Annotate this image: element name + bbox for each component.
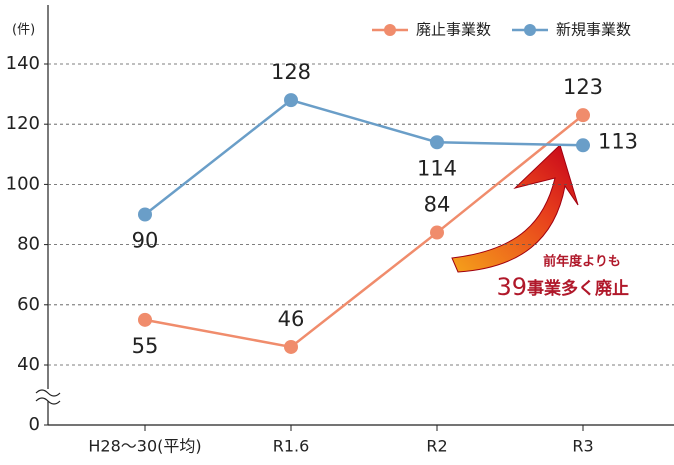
legend-marker: [524, 24, 536, 36]
y-tick-label: 60: [17, 294, 40, 315]
data-label: 113: [598, 129, 638, 153]
y-tick-label: 100: [6, 173, 40, 194]
data-point: [430, 135, 444, 149]
x-tick-label: R1.6: [273, 437, 310, 456]
y-tick-label: 0: [29, 414, 40, 435]
data-label: 84: [424, 193, 451, 217]
series-line: [145, 115, 583, 347]
data-point: [576, 108, 590, 122]
legend-label: 新規事業数: [556, 21, 631, 39]
annotation-text: 事業多く廃止: [527, 278, 629, 299]
data-point: [138, 313, 152, 327]
increase-arrow: [452, 145, 578, 272]
y-axis-label: (件): [12, 23, 35, 38]
series-line: [145, 100, 583, 214]
y-tick-label: 140: [6, 53, 40, 74]
data-label: 90: [132, 229, 159, 253]
data-label: 123: [563, 75, 603, 99]
y-tick-label: 40: [17, 354, 40, 375]
data-label: 128: [271, 60, 311, 84]
data-label: 114: [417, 156, 457, 180]
y-tick-label: 80: [17, 234, 40, 255]
annotation-line1: 前年度よりも: [543, 254, 621, 270]
data-point: [284, 93, 298, 107]
chart: (件) 前年度よりも 39 事業多く廃止 0 40 60 80 100 120 140 H28…: [0, 0, 674, 465]
data-label: 46: [278, 307, 305, 331]
data-point: [430, 226, 444, 240]
data-label: 55: [132, 334, 159, 358]
x-tick-label: R2: [426, 437, 447, 456]
annotation-number: 39: [496, 273, 527, 301]
x-tick-label: H28～30(平均): [88, 437, 201, 456]
legend-marker: [384, 24, 396, 36]
axis-break-gap: [38, 389, 58, 401]
data-point: [576, 138, 590, 152]
data-point: [284, 340, 298, 354]
legend-label: 廃止事業数: [416, 21, 491, 39]
x-tick-label: R3: [572, 437, 593, 456]
data-point: [138, 208, 152, 222]
y-tick-label: 120: [6, 113, 40, 134]
